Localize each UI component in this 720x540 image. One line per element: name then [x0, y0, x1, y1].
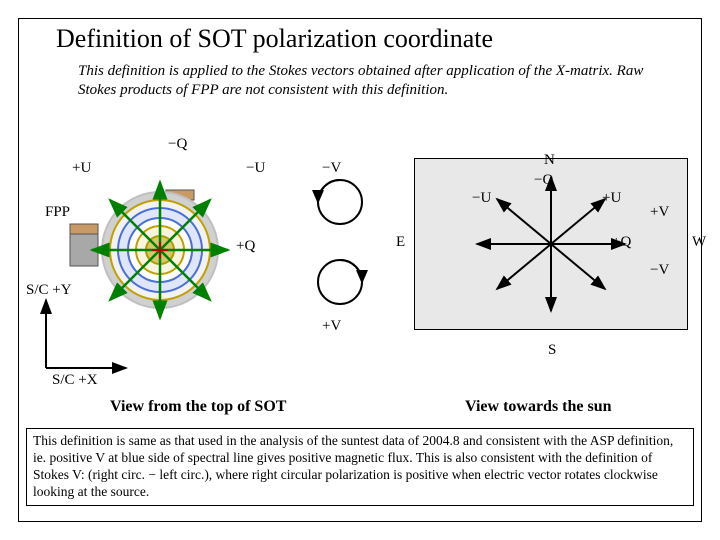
- label-minusV-r: −V: [650, 262, 669, 279]
- label-S: S: [548, 342, 556, 359]
- label-plusQ-r: +Q: [612, 234, 631, 251]
- caption-right: View towards the sun: [465, 398, 612, 416]
- label-plusU-r: +U: [602, 190, 621, 207]
- label-plusV-r: +V: [650, 204, 669, 221]
- sc-axes: S/C +Y S/C +X: [26, 288, 166, 403]
- label-W: W: [692, 234, 706, 251]
- page-title: Definition of SOT polarization coordinat…: [56, 24, 493, 54]
- label-minusU-l: −U: [246, 160, 265, 177]
- label-plusQ-l: +Q: [236, 238, 255, 255]
- label-plusV: +V: [322, 318, 341, 335]
- label-minusQ-r: −Q: [534, 172, 553, 189]
- caption-left: View from the top of SOT: [110, 398, 286, 416]
- label-plusU-l: +U: [72, 160, 91, 177]
- intro-text: This definition is applied to the Stokes…: [78, 62, 658, 100]
- footnote-box: This definition is same as that used in …: [26, 428, 694, 506]
- label-minusV: −V: [322, 160, 341, 177]
- label-sc-y: S/C +Y: [26, 282, 72, 299]
- fpp-text: FPP: [45, 204, 70, 221]
- label-E: E: [396, 234, 405, 251]
- label-minusU-r: −U: [472, 190, 491, 207]
- label-N: N: [544, 152, 555, 169]
- label-sc-x: S/C +X: [52, 372, 98, 389]
- label-minusQ-l: −Q: [168, 136, 187, 153]
